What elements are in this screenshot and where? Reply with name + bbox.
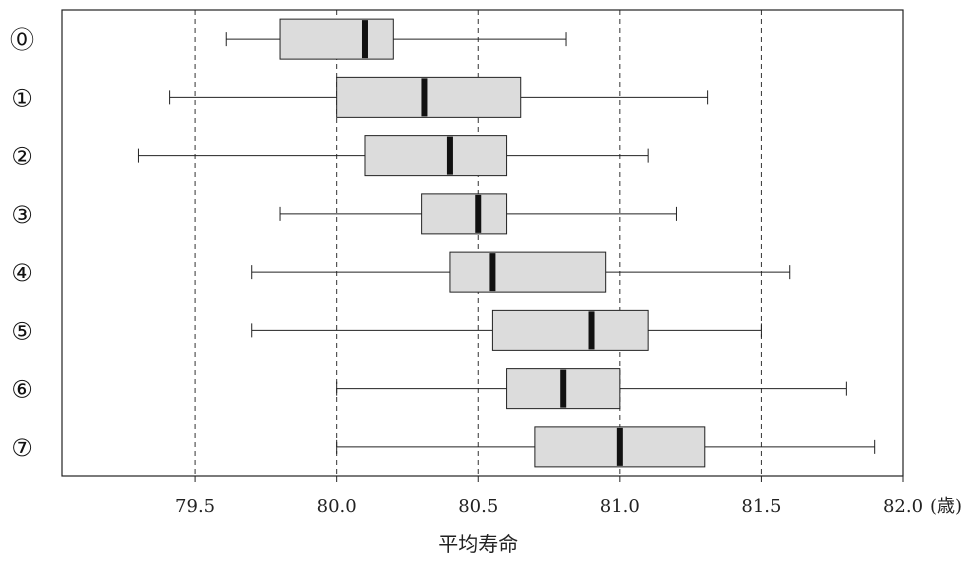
box-group bbox=[279, 193, 677, 235]
median-line bbox=[588, 311, 595, 350]
category-label: ⑦ bbox=[11, 434, 33, 462]
box-iqr bbox=[421, 193, 508, 235]
median-line bbox=[361, 20, 368, 59]
box-group bbox=[137, 135, 649, 177]
x-tick-label: 79.5 bbox=[175, 496, 215, 517]
category-labels: ⓪ ① ② ③ ④ ⑤ ⑥ ⑦ bbox=[10, 26, 34, 462]
plot-frame bbox=[61, 9, 904, 477]
category-label: ④ bbox=[11, 259, 33, 287]
x-unit-label: (歳) bbox=[930, 496, 962, 517]
x-tick-label: 81.5 bbox=[741, 496, 781, 517]
median-line bbox=[475, 194, 482, 233]
category-label: ③ bbox=[11, 201, 33, 229]
x-tick-label: 82.0 bbox=[883, 496, 923, 517]
box-iqr bbox=[491, 309, 649, 351]
x-tick-label: 81.0 bbox=[600, 496, 640, 517]
box-group bbox=[336, 368, 847, 410]
boxes bbox=[137, 18, 876, 468]
box-iqr bbox=[449, 251, 607, 293]
x-tick-label: 80.0 bbox=[317, 496, 357, 517]
box-group bbox=[251, 309, 762, 351]
box-iqr bbox=[336, 76, 522, 118]
category-label: ⓪ bbox=[10, 26, 34, 54]
box-group bbox=[225, 18, 567, 60]
category-label: ⑤ bbox=[11, 317, 33, 345]
median-line bbox=[616, 427, 623, 466]
category-label: ② bbox=[11, 143, 33, 171]
box-iqr bbox=[279, 18, 394, 60]
x-ticks: 79.5 80.0 80.5 81.0 81.5 82.0 bbox=[175, 476, 923, 517]
category-label: ① bbox=[11, 84, 33, 112]
box-iqr bbox=[364, 135, 508, 177]
median-line bbox=[421, 78, 428, 117]
median-line bbox=[560, 369, 567, 408]
box-group bbox=[169, 76, 709, 118]
category-label: ⑥ bbox=[11, 376, 33, 404]
median-line bbox=[489, 253, 496, 292]
x-tick-label: 80.5 bbox=[458, 496, 498, 517]
box-group bbox=[251, 251, 791, 293]
x-axis-title: 平均寿命 bbox=[438, 532, 518, 556]
box-group bbox=[336, 426, 876, 468]
median-line bbox=[446, 136, 453, 175]
